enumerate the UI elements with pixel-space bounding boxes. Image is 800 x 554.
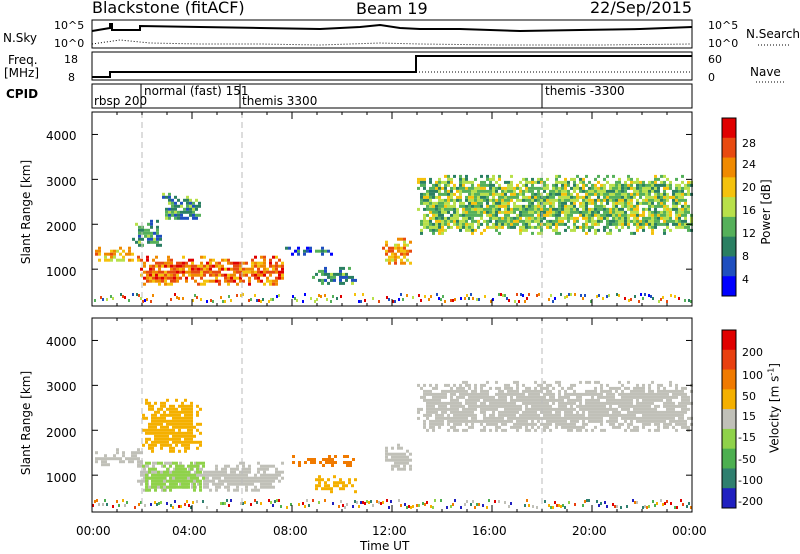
power-colorbar-swatch-6: [722, 236, 736, 257]
power-region-6: [382, 237, 412, 265]
velocity-region-6: [385, 443, 412, 471]
velocity-colorbar-swatch-0: [722, 330, 736, 351]
nsearch-tick-low: 10^0: [708, 37, 739, 50]
velocity-colorbar-swatch-3: [722, 389, 736, 410]
nave-tick-high: 60: [708, 53, 722, 66]
freq-label: Freq.: [8, 53, 38, 67]
power-colorbar-label: Power [dB]: [759, 179, 773, 245]
velocity-region-5: [315, 475, 357, 494]
velocity-ytick-3000: 3000: [46, 380, 77, 394]
power-cb-tick-20: 20: [742, 181, 756, 194]
velocity-colorbar-swatch-7: [722, 468, 736, 489]
power-region-1: [132, 219, 162, 247]
power-region-5: [312, 266, 357, 285]
power-ytick-3000: 3000: [46, 175, 77, 189]
velocity-cb-tick-neg50: -50: [738, 453, 756, 466]
power-cb-tick-4: 4: [742, 273, 749, 286]
nsearch-trace: [91, 39, 693, 46]
power-colorbar-swatch-1: [722, 137, 736, 159]
freq-tick-high: 18: [64, 53, 78, 66]
nsearch-tick-high: 10^5: [708, 19, 739, 32]
velocity-ytick-1000: 1000: [46, 471, 77, 485]
velocity-region-1: [142, 398, 202, 453]
freq-unit-label: [MHz]: [4, 66, 40, 80]
power-region-2: [162, 192, 201, 220]
freq-panel-frame: [91, 51, 693, 81]
velocity-near-range-scatter: [92, 499, 692, 509]
velocity-colorbar-frame: [721, 329, 737, 509]
power-colorbar-swatch-3: [722, 177, 736, 198]
velocity-cb-tick-50: 50: [742, 390, 756, 403]
velocity-colorbar-swatch-1: [722, 349, 736, 371]
power-ytick-1000: 1000: [46, 265, 77, 279]
power-colorbar-frame: [721, 117, 737, 297]
velocity-cb-tick-neg100: -100: [738, 474, 763, 487]
power-colorbar-swatch-8: [722, 276, 736, 297]
velocity-cb-tick-neg15: -15: [738, 431, 756, 444]
nsky-panel-frame: [91, 19, 693, 49]
power-cb-tick-28: 28: [742, 137, 756, 150]
power-colorbar-swatch-0: [722, 118, 736, 139]
power-cb-tick-24: 24: [742, 158, 756, 171]
power-near-range-scatter: [94, 293, 692, 303]
beam-title: Beam 19: [356, 0, 428, 18]
velocity-colorbar-swatch-5: [722, 428, 736, 450]
nsky-tick-high: 10^5: [54, 19, 85, 32]
power-colorbar-swatch-7: [722, 256, 736, 277]
velocity-colorbar-swatch-2: [722, 369, 736, 390]
velocity-colorbar-label: Velocity [m s-1]: [766, 363, 782, 453]
velocity-colorbar-swatch-8: [722, 488, 736, 509]
nave-label: Nave: [750, 65, 781, 79]
power-ylabel: Slant Range [km]: [19, 159, 33, 265]
nave-tick-low: 0: [708, 71, 715, 84]
nsearch-label: N.Search: [746, 27, 800, 41]
xtick-1200: 12:00: [372, 524, 407, 538]
xlabel-time: Time UT: [360, 539, 410, 553]
velocity-ylabel: Slant Range [km]: [19, 370, 33, 476]
date-title: 22/Sep/2015: [590, 0, 693, 17]
velocity-colorbar-swatch-4: [722, 409, 736, 430]
nsky-tick-low: 10^0: [54, 37, 85, 50]
velocity-region-7: [417, 380, 693, 432]
power-cb-tick-16: 16: [742, 204, 756, 217]
power-region-3: [137, 255, 284, 286]
xtick-2400: 00:00: [672, 524, 707, 538]
velocity-cb-tick-200: 200: [742, 346, 763, 359]
nsky-trace: [91, 23, 693, 33]
xtick-0400: 04:00: [172, 524, 207, 538]
power-ytick-2000: 2000: [46, 220, 77, 234]
power-colorbar-swatch-4: [722, 197, 736, 218]
velocity-ytick-2000: 2000: [46, 426, 77, 440]
power-region-0: [95, 246, 134, 262]
velocity-cb-tick-100: 100: [742, 369, 763, 382]
station-title: Blackstone (fitACF): [92, 0, 245, 17]
xtick-1600: 16:00: [472, 524, 507, 538]
cpid-entry-themis: themis 3300: [242, 94, 318, 108]
power-region-4: [285, 246, 333, 256]
freq-trace: [92, 55, 692, 78]
velocity-cb-tick-neg200: -200: [738, 495, 763, 508]
power-ytick-4000: 4000: [46, 129, 77, 143]
velocity-colorbar-swatch-6: [722, 448, 736, 469]
xtick-2000: 20:00: [572, 524, 607, 538]
power-cb-tick-8: 8: [742, 250, 749, 263]
power-colorbar-swatch-5: [722, 216, 736, 238]
power-cb-tick-12: 12: [742, 227, 756, 240]
freq-tick-low: 8: [68, 71, 75, 84]
cpid-entry-rbsp: rbsp 200: [94, 94, 148, 108]
cpid-entry-normal: normal (fast) 151: [144, 84, 249, 98]
velocity-ytick-4000: 4000: [46, 335, 77, 349]
velocity-region-3: [142, 461, 205, 492]
cpid-entry-themis-neg: themis -3300: [545, 84, 625, 98]
nsky-label: N.Sky: [3, 31, 38, 45]
xtick-0800: 08:00: [273, 524, 308, 538]
xtick-0000: 00:00: [76, 524, 111, 538]
power-region-7: [417, 174, 693, 235]
cpid-label: CPID: [6, 87, 39, 101]
power-colorbar-swatch-2: [722, 157, 736, 178]
velocity-region-4: [292, 455, 355, 467]
velocity-cb-tick-15: 15: [742, 410, 756, 423]
